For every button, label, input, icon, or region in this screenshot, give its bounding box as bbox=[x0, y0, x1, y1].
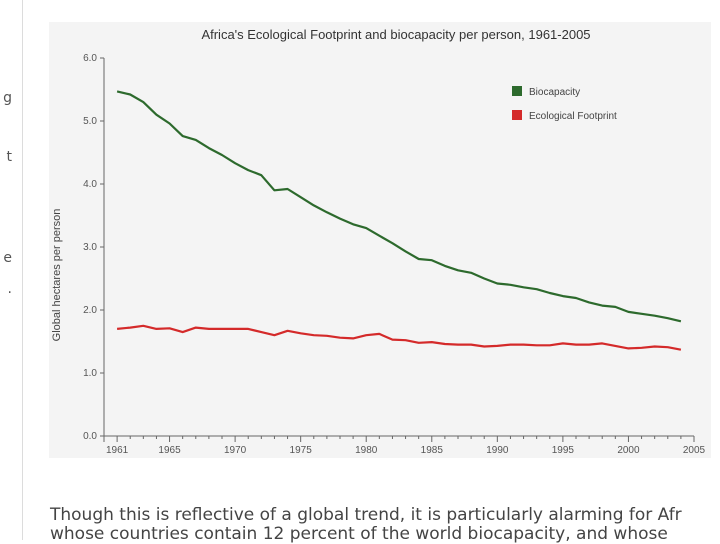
text-fragment: . bbox=[7, 281, 12, 297]
y-tick-label: 4.0 bbox=[83, 179, 97, 190]
y-tick-label: 6.0 bbox=[83, 53, 97, 64]
y-tick-label: 2.0 bbox=[83, 305, 97, 316]
x-tick-label: 1990 bbox=[486, 445, 509, 456]
series-layer bbox=[116, 90, 682, 351]
y-tick-label: 3.0 bbox=[83, 242, 97, 253]
y-tick-label: 0.0 bbox=[83, 431, 97, 442]
text-fragment: g bbox=[3, 90, 12, 106]
paragraph-line: whose countries contain 12 percent of th… bbox=[50, 524, 668, 544]
y-tick-label: 5.0 bbox=[83, 116, 97, 127]
series-line-biocapacity bbox=[116, 90, 682, 323]
chart-title: Africa's Ecological Footprint and biocap… bbox=[201, 27, 590, 42]
x-tick-label: 1995 bbox=[552, 445, 575, 456]
x-tick-label: 1965 bbox=[158, 445, 181, 456]
x-tick-label: 1980 bbox=[355, 445, 378, 456]
series-line-ecological-footprint bbox=[116, 324, 682, 351]
left-column-fragment: g t e . bbox=[0, 0, 23, 540]
x-tick-label: 2005 bbox=[683, 445, 706, 456]
legend-label: Biocapacity bbox=[529, 87, 580, 98]
x-tick-label: 1985 bbox=[421, 445, 444, 456]
y-tick-label: 1.0 bbox=[83, 368, 97, 379]
legend-swatch bbox=[512, 86, 522, 96]
legend: Biocapacity Ecological Footprint bbox=[512, 86, 617, 122]
paragraph-line: Though this is reflective of a global tr… bbox=[50, 505, 682, 525]
x-tick-label: 1961 bbox=[106, 445, 129, 456]
x-tick-label: 1970 bbox=[224, 445, 247, 456]
x-tick-label: 1975 bbox=[290, 445, 313, 456]
axes: 0.0 1.0 2.0 3.0 4.0 5.0 6.0 1961 1965 1970 1975 198… bbox=[83, 53, 705, 456]
text-fragment: t bbox=[6, 149, 13, 165]
legend-label: Ecological Footprint bbox=[529, 111, 617, 122]
legend-swatch bbox=[512, 110, 522, 120]
x-tick-label: 2000 bbox=[617, 445, 640, 456]
article-paragraph: Though this is reflective of a global tr… bbox=[50, 506, 720, 544]
y-axis-label: Global hectares per person bbox=[51, 209, 63, 342]
line-chart: Africa's Ecological Footprint and biocap… bbox=[51, 27, 706, 456]
chart-image: Africa's Ecological Footprint and biocap… bbox=[49, 22, 711, 458]
text-fragment: e bbox=[3, 250, 12, 266]
